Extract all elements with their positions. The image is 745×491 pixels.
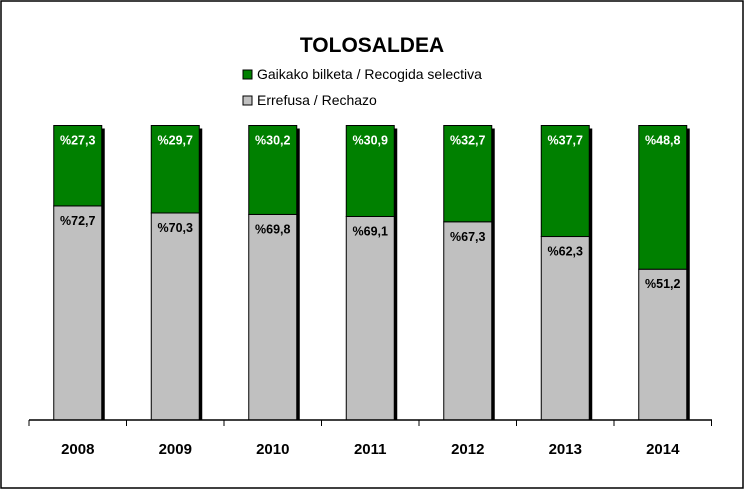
tick-label-2011: 2011 [354,441,387,458]
bar-recogida-2010 [248,125,298,215]
data-label-recogida-2012: %32,7 [450,134,485,148]
data-label-rechazo-2009: %70,3 [158,221,193,235]
legend: Gaikako bilketa / Recogida selectiva Err… [242,66,482,108]
bar-recogida-2012 [443,125,493,223]
data-label-recogida-2009: %29,7 [158,134,193,148]
tick-label-2012: 2012 [451,441,484,458]
bar-recogida-2014 [638,125,688,270]
bar-recogida-2009 [150,125,200,214]
data-label-rechazo-2014: %51,2 [645,277,680,291]
plot-area: %27,3 %72,7 %29,7 %70,3 %30,2 %69,8 %30,9 %69,1… [53,125,690,421]
data-label-rechazo-2013: %62,3 [548,245,583,259]
data-label-recogida-2008: %27,3 [60,134,95,148]
bar-rechazo-2011 [345,216,395,421]
data-label-rechazo-2010: %69,8 [255,222,290,236]
data-label-rechazo-2011: %69,1 [353,225,388,239]
bar-rechazo-2008 [53,205,103,421]
tick-label-2010: 2010 [256,441,289,458]
data-label-rechazo-2012: %67,3 [450,230,485,244]
data-label-recogida-2013: %37,7 [548,134,583,148]
tick-label-2013: 2013 [549,441,582,458]
tick-label-2008: 2008 [61,441,94,458]
bar-rechazo-2010 [248,213,298,421]
data-label-rechazo-2008: %72,7 [60,214,95,228]
bar-recogida-2011 [345,125,395,218]
bar-recogida-2013 [540,125,590,238]
bar-rechazo-2013 [540,236,590,421]
bar-rechazo-2009 [150,212,200,421]
data-label-recogida-2014: %48,8 [645,134,680,148]
data-label-recogida-2010: %30,2 [255,134,290,148]
bar-rechazo-2014 [638,268,688,421]
bar-rechazo-2012 [443,221,493,421]
tick-label-2009: 2009 [159,441,192,458]
tick-label-2014: 2014 [646,441,680,458]
legend-swatch-rechazo [242,95,253,106]
x-axis-ticks: 2008 2009 2010 2011 2012 2013 2014 [28,420,712,458]
bar-recogida-2008 [53,125,103,207]
chart-title: TOLOSALDEA [300,34,444,57]
legend-swatch-recogida [242,69,253,80]
legend-label-rechazo: Errefusa / Rechazo [257,92,377,108]
data-label-recogida-2011: %30,9 [353,134,388,148]
legend-label-recogida: Gaikako bilketa / Recogida selectiva [257,66,482,82]
